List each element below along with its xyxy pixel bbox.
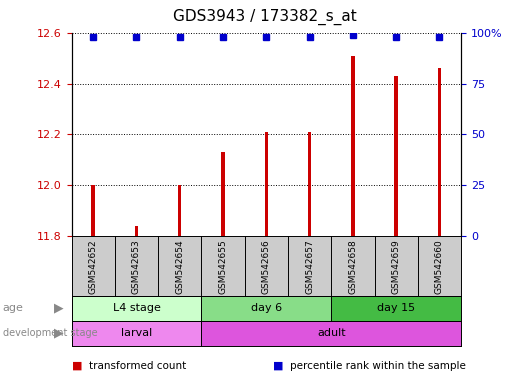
Bar (135, 226, 138, 236)
Bar (201, 321, 461, 346)
Text: day 6: day 6 (251, 303, 282, 313)
Bar (222, 152, 225, 236)
Bar (201, 296, 331, 321)
Bar (438, 68, 441, 236)
Text: age: age (3, 303, 23, 313)
Bar (178, 185, 181, 236)
Bar (351, 56, 355, 236)
Text: percentile rank within the sample: percentile rank within the sample (290, 361, 466, 371)
Text: GDS3943 / 173382_s_at: GDS3943 / 173382_s_at (173, 9, 357, 25)
Text: GSM542658: GSM542658 (348, 239, 357, 294)
Text: GSM542654: GSM542654 (175, 239, 184, 294)
Bar (264, 132, 268, 236)
Text: ■: ■ (72, 361, 82, 371)
Bar (394, 76, 398, 236)
Bar (331, 296, 461, 321)
Text: GSM542655: GSM542655 (218, 239, 227, 294)
Text: adult: adult (317, 328, 346, 338)
Text: ■: ■ (273, 361, 284, 371)
Text: larval: larval (121, 328, 152, 338)
Text: GSM542657: GSM542657 (305, 239, 314, 294)
Text: GSM542652: GSM542652 (89, 239, 98, 294)
Text: ▶: ▶ (54, 327, 63, 339)
Bar (92, 185, 95, 236)
Bar (72, 321, 201, 346)
Text: GSM542660: GSM542660 (435, 239, 444, 294)
Text: day 15: day 15 (377, 303, 415, 313)
Text: L4 stage: L4 stage (112, 303, 161, 313)
Text: GSM542659: GSM542659 (392, 239, 401, 294)
Bar (72, 296, 201, 321)
Text: GSM542656: GSM542656 (262, 239, 271, 294)
Bar (308, 132, 311, 236)
Text: development stage: development stage (3, 328, 98, 338)
Text: GSM542653: GSM542653 (132, 239, 141, 294)
Text: ▶: ▶ (54, 302, 63, 314)
Text: transformed count: transformed count (89, 361, 186, 371)
